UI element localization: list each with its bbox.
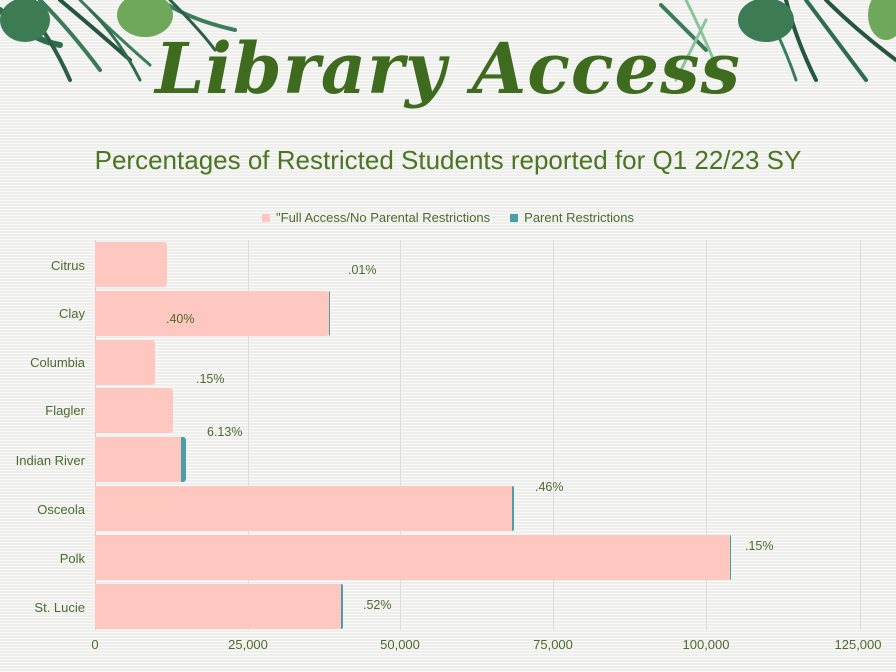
palm-leaves-decoration-left bbox=[0, 0, 237, 82]
y-axis-line bbox=[95, 240, 96, 630]
bar-full-access[interactable] bbox=[95, 388, 173, 433]
data-label-citrus: .01% bbox=[348, 263, 377, 277]
x-tick-label: 75,000 bbox=[533, 637, 573, 652]
x-tick-label: 100,000 bbox=[682, 637, 730, 652]
data-label-polk: .15% bbox=[745, 539, 774, 553]
bar-row-columbia[interactable] bbox=[95, 340, 155, 385]
gridline bbox=[248, 240, 249, 630]
category-label-polk: Polk bbox=[59, 551, 85, 566]
bar-full-access[interactable] bbox=[95, 486, 512, 531]
bar-row-citrus[interactable] bbox=[95, 242, 167, 287]
data-label-clay: .40% bbox=[166, 312, 195, 326]
category-label-columbia: Columbia bbox=[30, 355, 85, 370]
data-label-osceola: .46% bbox=[535, 480, 564, 494]
page-title: Library Access bbox=[155, 27, 741, 110]
data-label-indian-river: 6.13% bbox=[207, 425, 243, 439]
category-label-st-lucie: St. Lucie bbox=[34, 600, 85, 615]
gridline bbox=[860, 240, 861, 630]
gridline bbox=[400, 240, 401, 630]
x-tick-label: 25,000 bbox=[228, 637, 268, 652]
legend-swatch-teal bbox=[510, 213, 519, 222]
x-tick-label: 0 bbox=[91, 637, 99, 652]
bar-parent-restrictions[interactable] bbox=[181, 437, 186, 482]
category-label-citrus: Citrus bbox=[51, 258, 85, 273]
x-tick-label: 50,000 bbox=[380, 637, 420, 652]
legend-item-full-access[interactable]: "Full Access/No Parental Restrictions bbox=[262, 210, 490, 225]
bar-parent-restrictions[interactable] bbox=[730, 535, 731, 580]
palm-leaves-decoration-right bbox=[659, 0, 896, 92]
bar-full-access[interactable] bbox=[95, 584, 341, 629]
chart-legend: "Full Access/No Parental Restrictions Pa… bbox=[0, 210, 896, 225]
category-label-osceola: Osceola bbox=[37, 502, 85, 517]
bar-full-access[interactable] bbox=[95, 535, 730, 580]
bar-full-access[interactable] bbox=[95, 340, 155, 385]
bar-row-indian-river[interactable] bbox=[95, 437, 186, 482]
bar-full-access[interactable] bbox=[95, 291, 329, 336]
bar-row-osceola[interactable] bbox=[95, 486, 514, 531]
category-label-clay: Clay bbox=[58, 306, 85, 321]
data-label-columbia: .15% bbox=[196, 372, 225, 386]
gridline bbox=[553, 240, 554, 630]
chart-subtitle: Percentages of Restricted Students repor… bbox=[94, 145, 802, 175]
category-label-flagler: Flagler bbox=[45, 403, 85, 418]
bar-parent-restrictions[interactable] bbox=[329, 291, 330, 336]
legend-label: Parent Restrictions bbox=[524, 210, 634, 225]
bar-row-clay[interactable] bbox=[95, 291, 330, 336]
bar-full-access[interactable] bbox=[95, 437, 181, 482]
legend-label: "Full Access/No Parental Restrictions bbox=[276, 210, 491, 225]
bar-row-st-lucie[interactable] bbox=[95, 584, 343, 629]
bar-parent-restrictions[interactable] bbox=[512, 486, 514, 531]
gridline bbox=[706, 240, 707, 630]
legend-swatch-pink bbox=[262, 213, 271, 222]
category-label-indian-river: Indian River bbox=[15, 453, 85, 468]
legend-item-parent-restrictions[interactable]: Parent Restrictions bbox=[510, 210, 634, 225]
bar-row-flagler[interactable] bbox=[95, 388, 173, 433]
data-label-st-lucie: .52% bbox=[363, 598, 392, 612]
plot-area: .01% .40% .15% 6.13% .46% .15% .52% bbox=[95, 240, 861, 630]
x-tick-label: 125,000 bbox=[834, 637, 882, 652]
bar-row-polk[interactable] bbox=[95, 535, 731, 580]
bar-full-access[interactable] bbox=[95, 242, 167, 287]
bar-parent-restrictions[interactable] bbox=[341, 584, 343, 629]
